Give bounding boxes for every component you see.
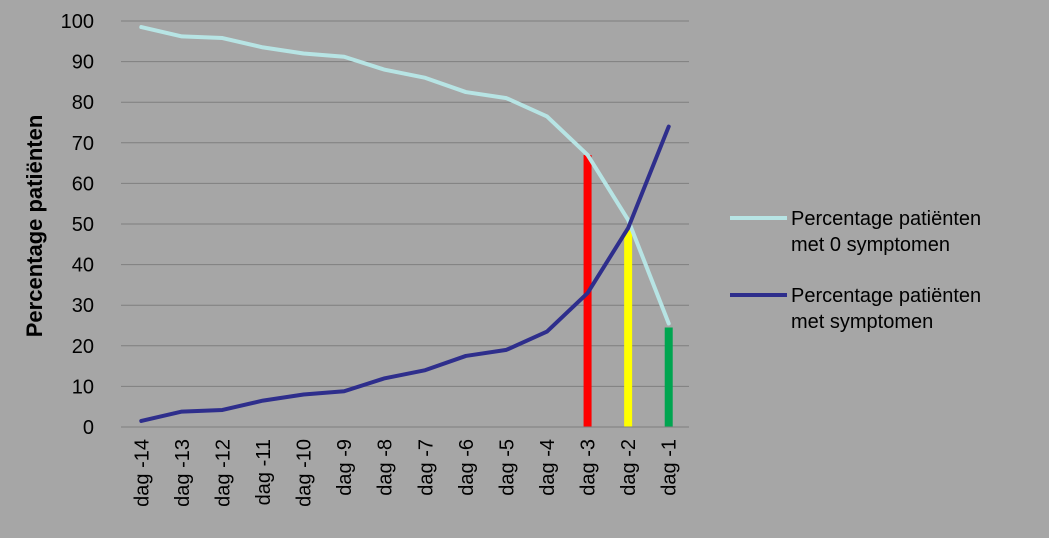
x-axis-ticks: dag -14 dag -13 dag -12 dag -11 dag -10 dag -… xyxy=(131,439,680,507)
y-tick-label: 90 xyxy=(72,52,94,74)
x-tick-label: dag -13 xyxy=(172,439,194,507)
x-tick-label: dag -9 xyxy=(334,439,356,496)
legend: Percentage patiënten met 0 symptomen Perce… xyxy=(730,208,981,333)
x-tick-label: dag -3 xyxy=(578,439,600,496)
legend-label-1: Percentage patiënten met 0 symptomen xyxy=(791,208,981,256)
x-tick-label: dag -7 xyxy=(415,439,437,496)
y-axis-ticks: 0 10 20 30 40 50 60 70 80 90 100 xyxy=(61,11,94,439)
y-tick-label: 10 xyxy=(72,376,94,398)
x-tick-label: dag -14 xyxy=(131,439,153,507)
y-tick-label: 20 xyxy=(72,336,94,358)
x-tick-label: dag -12 xyxy=(212,439,234,507)
x-tick-label: dag -4 xyxy=(537,439,559,496)
series-lines xyxy=(139,25,671,423)
y-tick-label: 100 xyxy=(61,11,94,33)
y-tick-label: 70 xyxy=(72,133,94,155)
series-line-1 xyxy=(139,25,671,326)
legend-label-2: Percentage patiënten met symptomen xyxy=(791,285,981,333)
y-axis-label: Percentage patiënten xyxy=(22,115,47,338)
x-tick-label: dag -10 xyxy=(294,439,316,507)
x-tick-label: dag -11 xyxy=(253,439,275,505)
y-tick-label: 30 xyxy=(72,295,94,317)
series-line-2 xyxy=(139,124,671,423)
gridlines xyxy=(121,20,689,387)
y-tick-label: 0 xyxy=(83,417,94,439)
x-tick-label: dag -6 xyxy=(456,439,478,496)
y-tick-label: 50 xyxy=(72,214,94,236)
x-tick-label: dag -8 xyxy=(375,439,397,496)
x-tick-label: dag -1 xyxy=(659,439,681,496)
y-tick-label: 40 xyxy=(72,255,94,277)
x-tick-label: dag -2 xyxy=(618,439,640,496)
y-tick-label: 80 xyxy=(72,92,94,114)
x-tick-label: dag -5 xyxy=(496,439,518,496)
y-tick-label: 60 xyxy=(72,173,94,195)
